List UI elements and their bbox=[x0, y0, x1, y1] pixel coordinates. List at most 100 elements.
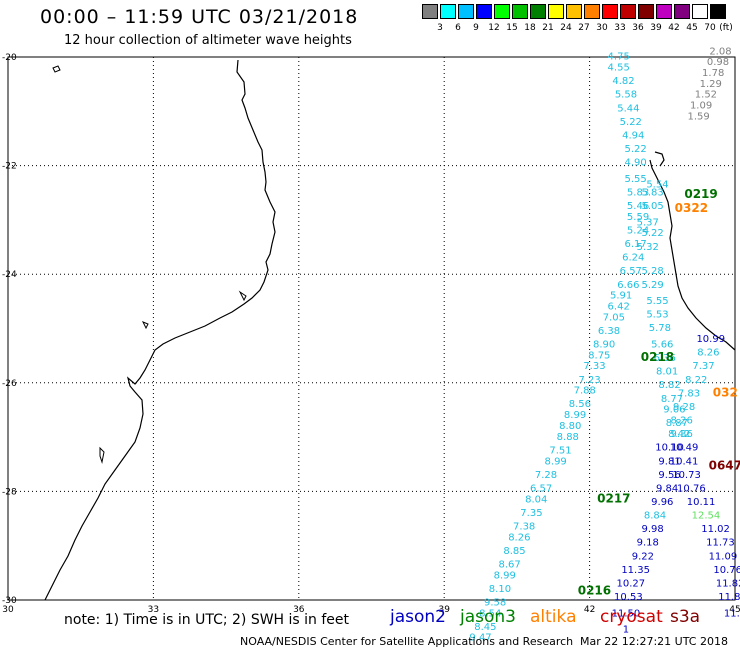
legend-label: 27 bbox=[578, 23, 590, 33]
swh-value: 5.44 bbox=[617, 103, 639, 114]
swh-value: 5.22 bbox=[625, 144, 647, 155]
swh-value: 8.84 bbox=[644, 511, 666, 522]
swh-value: 7.28 bbox=[535, 470, 557, 481]
swh-value: 9.56 bbox=[658, 470, 680, 481]
lat-tick-label: -20 bbox=[2, 53, 17, 63]
swh-value: 8.99 bbox=[564, 410, 586, 421]
lat-tick-label: -24 bbox=[2, 270, 17, 280]
legend-label: 33 bbox=[614, 23, 626, 33]
swh-value: 9.47 bbox=[469, 633, 491, 644]
swh-value: 10.41 bbox=[670, 456, 699, 467]
swh-value: 9.58 bbox=[484, 597, 506, 608]
swh-value: 8.88 bbox=[557, 432, 579, 443]
swh-value: 8.85 bbox=[503, 546, 525, 557]
swh-value: 7.38 bbox=[513, 521, 535, 532]
swh-value: 9.81 bbox=[658, 456, 680, 467]
swh-value: 9.28 bbox=[673, 402, 695, 413]
swh-value: 6.66 bbox=[617, 280, 639, 291]
lon-tick-label: 33 bbox=[148, 605, 159, 615]
legend-swatch bbox=[602, 4, 618, 19]
swh-value: 11.09 bbox=[709, 551, 738, 562]
swh-value: 11.50 bbox=[612, 608, 641, 619]
swh-value: 10.10 bbox=[655, 443, 684, 454]
swh-value: 10.76 bbox=[677, 483, 706, 494]
swh-value: 11.1 bbox=[724, 608, 740, 619]
swh-value: 1.78 bbox=[702, 68, 724, 79]
swh-value: 7.35 bbox=[520, 508, 542, 519]
swh-value: 8.45 bbox=[474, 622, 496, 633]
map-border bbox=[7, 56, 736, 601]
swh-value: 5.59 bbox=[627, 212, 649, 223]
lat-tick-label: -28 bbox=[2, 487, 17, 497]
swh-value: 8.22 bbox=[685, 375, 707, 386]
legend-swatch bbox=[476, 4, 492, 19]
swh-value: 8.67 bbox=[498, 559, 520, 570]
swh-value: 9.22 bbox=[632, 551, 654, 562]
swh-value: 8.26 bbox=[508, 532, 530, 543]
swh-value: 12.54 bbox=[692, 511, 721, 522]
swh-value: 1.59 bbox=[688, 111, 710, 122]
madagascar-inlet bbox=[654, 151, 665, 167]
legend-label: 21 bbox=[542, 23, 554, 33]
swh-value: 6.38 bbox=[598, 326, 620, 337]
swh-value: 8.26 bbox=[671, 416, 693, 427]
swh-value: 7.23 bbox=[578, 375, 600, 386]
swh-value: 1 bbox=[623, 625, 629, 636]
coastline bbox=[44, 59, 736, 601]
swh-value: 9.96 bbox=[651, 497, 673, 508]
swh-value: 9.06 bbox=[663, 405, 685, 416]
legend-label: 15 bbox=[506, 23, 518, 33]
lon-tick-label: 30 bbox=[2, 605, 14, 615]
lake-2 bbox=[141, 321, 149, 330]
swh-value: 9.36 bbox=[671, 429, 693, 440]
swh-value: 1.09 bbox=[690, 101, 712, 112]
satellite-jason3: jason3 bbox=[460, 607, 516, 627]
swh-value: 4.82 bbox=[612, 76, 634, 87]
lon-tick-label: 42 bbox=[584, 605, 595, 615]
swh-value: 8.01 bbox=[656, 367, 678, 378]
note-text: note: 1) Time is in UTC; 2) SWH is in fe… bbox=[64, 612, 350, 628]
swh-value: 8.90 bbox=[593, 340, 615, 351]
lat-tick-label: -22 bbox=[2, 162, 17, 172]
lake-3 bbox=[238, 290, 247, 302]
swh-value: 5.37 bbox=[637, 217, 659, 228]
map-gridlines bbox=[8, 57, 735, 600]
map-title: 00:00 – 11:59 UTC 03/21/2018 bbox=[40, 6, 359, 28]
swh-value: 7.51 bbox=[549, 445, 571, 456]
legend-swatch bbox=[584, 4, 600, 19]
swh-value: 10.11 bbox=[687, 497, 716, 508]
swh-value: 5.66 bbox=[651, 340, 673, 351]
legend-label: 42 bbox=[668, 23, 680, 33]
swh-value: 0.98 bbox=[707, 57, 729, 68]
lat-tick-label: -26 bbox=[2, 379, 17, 389]
swh-value: 8.56 bbox=[569, 399, 591, 410]
legend-label: 18 bbox=[524, 23, 536, 33]
swh-value: 5.22 bbox=[641, 228, 663, 239]
track-time-label: 0322 bbox=[675, 201, 708, 215]
swh-value: 6.17 bbox=[625, 239, 647, 250]
swh-value: 7.37 bbox=[692, 361, 714, 372]
africa-coastline bbox=[44, 59, 276, 601]
swh-value: 5.28 bbox=[641, 266, 663, 277]
credit-text: NOAA/NESDIS Center for Satellite Applica… bbox=[240, 635, 574, 648]
swh-value: 5.05 bbox=[641, 201, 663, 212]
swh-value: 8.82 bbox=[658, 380, 680, 391]
axis-labels: 30 33 36 39 42 45 -20 -22 -24 -26 -28 -30 bbox=[2, 53, 740, 615]
swh-value: 7.83 bbox=[678, 388, 700, 399]
swh-value: 10.53 bbox=[614, 592, 643, 603]
legend-swatch bbox=[638, 4, 654, 19]
legend-swatch bbox=[620, 4, 636, 19]
satellite-s3a: s3a bbox=[670, 607, 701, 627]
legend-swatch bbox=[566, 4, 582, 19]
swh-value: 9.84 bbox=[656, 483, 678, 494]
swh-value: 5.46 bbox=[627, 201, 649, 212]
swh-value: 5.55 bbox=[646, 296, 668, 307]
swh-value: 9.98 bbox=[641, 524, 663, 535]
swh-value: 6.57 bbox=[620, 266, 642, 277]
lon-tick-label: 36 bbox=[293, 605, 305, 615]
swh-value: 11.02 bbox=[701, 524, 730, 535]
swh-value: 6.42 bbox=[608, 301, 630, 312]
map-frame bbox=[7, 56, 736, 601]
